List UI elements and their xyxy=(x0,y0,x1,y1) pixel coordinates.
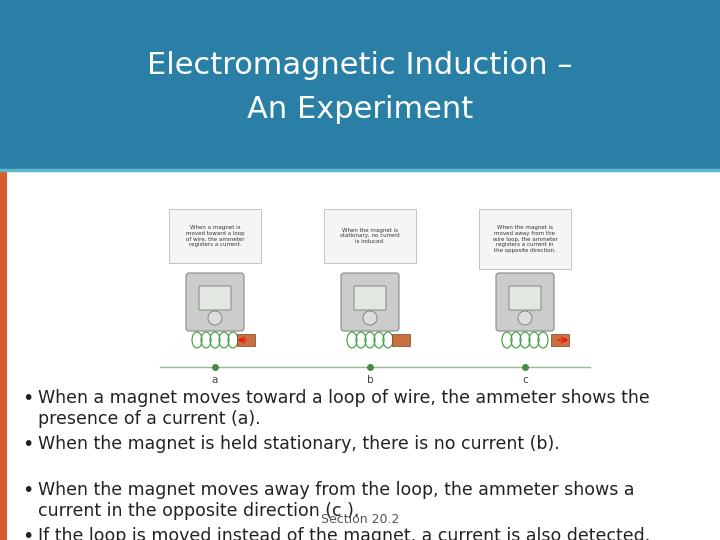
Text: •: • xyxy=(22,435,33,454)
Text: When a magnet moves toward a loop of wire, the ammeter shows the
presence of a c: When a magnet moves toward a loop of wir… xyxy=(38,389,649,428)
FancyBboxPatch shape xyxy=(479,209,571,269)
Text: •: • xyxy=(22,389,33,408)
Bar xyxy=(551,334,569,346)
Text: When the magnet is
stationary, no current
is induced.: When the magnet is stationary, no curren… xyxy=(340,228,400,244)
Circle shape xyxy=(518,311,532,325)
Text: An Experiment: An Experiment xyxy=(247,94,473,124)
FancyBboxPatch shape xyxy=(169,209,261,263)
Bar xyxy=(237,334,255,346)
Text: When a magnet is
moved toward a loop
of wire, the ammeter
registers a current.: When a magnet is moved toward a loop of … xyxy=(186,225,244,247)
Text: Section 20.2: Section 20.2 xyxy=(321,513,399,526)
Text: When the magnet moves away from the loop, the ammeter shows a
current in the opp: When the magnet moves away from the loop… xyxy=(38,481,634,520)
FancyBboxPatch shape xyxy=(354,286,386,310)
FancyBboxPatch shape xyxy=(496,273,554,331)
FancyBboxPatch shape xyxy=(509,286,541,310)
FancyBboxPatch shape xyxy=(186,273,244,331)
Bar xyxy=(0,170,7,540)
Text: When the magnet is
moved away from the
wire loop, the ammeter
registers a curren: When the magnet is moved away from the w… xyxy=(492,225,557,253)
Circle shape xyxy=(208,311,222,325)
Text: a: a xyxy=(212,375,218,385)
Circle shape xyxy=(363,311,377,325)
Text: If the loop is moved instead of the magnet, a current is also detected.: If the loop is moved instead of the magn… xyxy=(38,527,650,540)
Text: When the magnet is held stationary, there is no current (b).: When the magnet is held stationary, ther… xyxy=(38,435,559,453)
Bar xyxy=(0,0,720,170)
Text: •: • xyxy=(22,527,33,540)
FancyBboxPatch shape xyxy=(341,273,399,331)
FancyBboxPatch shape xyxy=(324,209,416,263)
FancyBboxPatch shape xyxy=(199,286,231,310)
Text: b: b xyxy=(366,375,373,385)
Text: •: • xyxy=(22,481,33,500)
Bar xyxy=(392,334,410,346)
Text: Electromagnetic Induction –: Electromagnetic Induction – xyxy=(147,51,573,79)
Text: c: c xyxy=(522,375,528,385)
